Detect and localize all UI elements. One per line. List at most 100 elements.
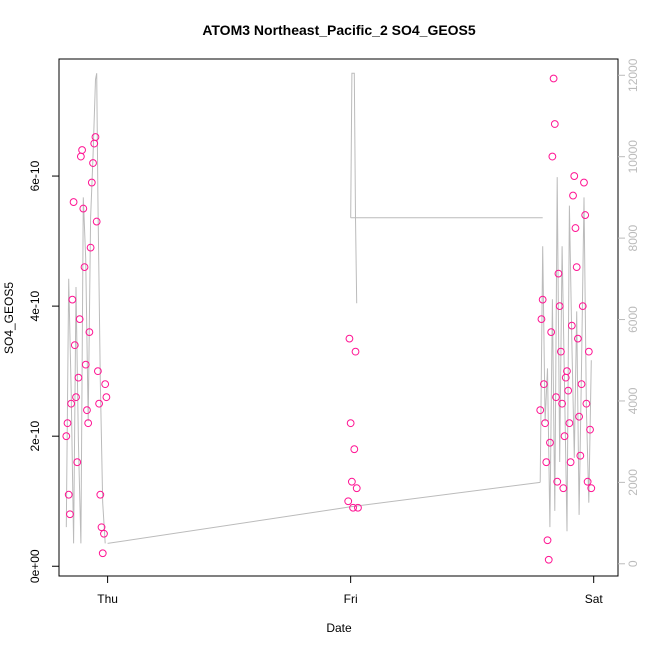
y2-tick-label: 6000 bbox=[626, 306, 640, 333]
data-point bbox=[73, 458, 82, 467]
data-point bbox=[95, 399, 104, 408]
data-point bbox=[62, 432, 71, 441]
plot-frame bbox=[58, 58, 619, 577]
data-point bbox=[79, 204, 88, 213]
y2-tick-label: 0 bbox=[626, 560, 640, 567]
y-tick-label: 4e-10 bbox=[28, 290, 42, 321]
data-point bbox=[75, 315, 84, 324]
data-point bbox=[346, 419, 355, 428]
data-point bbox=[67, 399, 76, 408]
data-point bbox=[583, 477, 592, 486]
data-point bbox=[549, 74, 558, 83]
x-axis-label: Date bbox=[326, 621, 352, 635]
data-point bbox=[350, 445, 359, 454]
data-point bbox=[558, 399, 566, 408]
data-point bbox=[570, 172, 579, 180]
data-point bbox=[550, 120, 559, 128]
data-point bbox=[96, 490, 105, 499]
data-point bbox=[556, 347, 565, 356]
data-point bbox=[344, 497, 353, 506]
y2-tick-label: 8000 bbox=[626, 224, 640, 251]
data-point bbox=[577, 380, 586, 389]
x-tick-label: Fri bbox=[344, 592, 358, 606]
data-point bbox=[354, 503, 362, 512]
data-point bbox=[586, 425, 594, 434]
data-point bbox=[78, 146, 86, 154]
data-point bbox=[87, 178, 96, 187]
axis-layer: Thu Fri Sat 0e+00 2e-10 4e-10 6e-10 0 2000 4000 60… bbox=[28, 58, 640, 606]
y2-tick-label: 4000 bbox=[626, 387, 640, 414]
data-point bbox=[80, 263, 89, 272]
data-point bbox=[85, 328, 94, 337]
data-point bbox=[102, 393, 111, 402]
data-point bbox=[587, 484, 596, 493]
y2-tick-label: 10000 bbox=[626, 140, 640, 174]
data-point bbox=[537, 315, 546, 324]
data-point bbox=[567, 321, 576, 330]
y2-tick-label: 2000 bbox=[626, 469, 640, 496]
data-point bbox=[553, 477, 562, 486]
data-point bbox=[560, 432, 569, 441]
data-point bbox=[66, 510, 74, 519]
data-point bbox=[564, 386, 573, 395]
data-point bbox=[555, 302, 564, 311]
line-segment bbox=[539, 177, 592, 532]
data-point bbox=[546, 438, 554, 447]
data-point bbox=[349, 503, 357, 512]
data-point bbox=[547, 328, 556, 337]
y-tick-label: 0e+00 bbox=[28, 549, 42, 583]
data-point bbox=[92, 217, 101, 226]
data-point bbox=[101, 380, 110, 389]
data-point bbox=[72, 393, 80, 402]
data-point bbox=[93, 367, 102, 376]
data-point bbox=[90, 139, 99, 148]
x-tick-label: Thu bbox=[97, 592, 118, 606]
data-point bbox=[89, 159, 97, 167]
data-point bbox=[347, 477, 356, 486]
line-series-layer bbox=[65, 72, 592, 544]
data-point bbox=[573, 334, 582, 343]
data-point bbox=[566, 458, 575, 467]
data-point bbox=[580, 178, 588, 187]
data-point bbox=[578, 302, 587, 311]
data-point bbox=[69, 198, 78, 206]
data-point bbox=[539, 380, 548, 389]
data-point bbox=[552, 393, 560, 402]
chart-title: ATOM3 Northeast_Pacific_2 SO4_GEOS5 bbox=[202, 22, 476, 38]
y2-tick-label: 12000 bbox=[626, 58, 640, 92]
data-point bbox=[581, 211, 590, 219]
y-tick-label: 6e-10 bbox=[28, 160, 42, 191]
data-point bbox=[543, 536, 552, 545]
y-axis-label: SO4_GEOS5 bbox=[2, 282, 16, 354]
data-point bbox=[572, 263, 581, 272]
data-point bbox=[563, 367, 571, 376]
data-point bbox=[64, 490, 73, 499]
data-point bbox=[542, 458, 551, 467]
data-point bbox=[548, 152, 557, 161]
data-point bbox=[582, 399, 591, 408]
data-point bbox=[584, 347, 593, 356]
data-point bbox=[98, 549, 107, 558]
line-segment bbox=[65, 73, 106, 544]
data-point bbox=[538, 295, 547, 304]
data-point bbox=[81, 360, 90, 369]
data-point bbox=[74, 373, 83, 382]
data-point bbox=[91, 133, 100, 141]
data-point bbox=[351, 347, 360, 356]
data-point bbox=[575, 412, 584, 421]
data-point bbox=[559, 484, 568, 493]
y-tick-label: 2e-10 bbox=[28, 421, 42, 452]
data-point bbox=[68, 295, 77, 304]
data-point bbox=[541, 419, 549, 428]
data-point bbox=[569, 191, 577, 200]
data-point bbox=[86, 243, 95, 252]
data-point bbox=[70, 341, 79, 350]
x-tick-label: Sat bbox=[585, 592, 604, 606]
data-point bbox=[76, 152, 85, 161]
line-segment bbox=[350, 481, 541, 508]
line-segment bbox=[107, 506, 351, 544]
data-point bbox=[544, 555, 553, 564]
data-point bbox=[63, 419, 72, 428]
